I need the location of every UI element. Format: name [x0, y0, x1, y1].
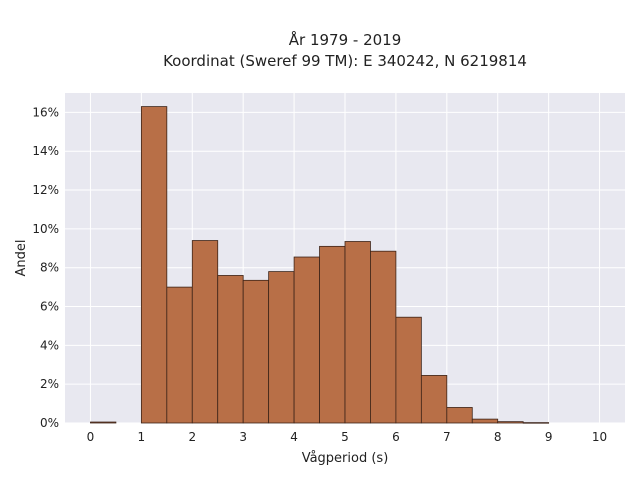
- y-tick-label: 12%: [32, 183, 59, 197]
- histogram-bar: [217, 275, 244, 424]
- y-tick-label: 8%: [40, 261, 59, 275]
- histogram-bar: [319, 245, 346, 424]
- histogram-bar: [242, 279, 270, 424]
- x-tick-label: 3: [239, 430, 247, 444]
- histogram-bar: [268, 271, 295, 424]
- x-tick-label: 6: [392, 430, 400, 444]
- y-tick-label: 4%: [40, 338, 59, 352]
- x-tick-label: 10: [592, 430, 607, 444]
- histogram-bar: [446, 407, 473, 424]
- y-tick-label: 0%: [40, 416, 59, 430]
- x-tick-label: 4: [290, 430, 298, 444]
- histogram-bar: [344, 241, 371, 424]
- histogram-bar: [395, 316, 422, 424]
- x-tick-label: 7: [443, 430, 451, 444]
- histogram-bar: [370, 250, 397, 424]
- histogram-bar: [471, 418, 499, 424]
- histogram-bar: [140, 106, 168, 424]
- histogram-bar: [191, 240, 219, 424]
- y-tick-label: 10%: [32, 222, 59, 236]
- x-tick-label: 0: [87, 430, 95, 444]
- x-tick-label: 5: [341, 430, 349, 444]
- x-axis-label: Vågperiod (s): [302, 451, 389, 466]
- histogram-bar: [420, 375, 448, 424]
- y-axis-label: Andel: [14, 240, 29, 277]
- x-tick-label: 1: [138, 430, 146, 444]
- histogram-bar: [293, 256, 320, 424]
- chart-title: År 1979 - 2019: [289, 30, 402, 49]
- histogram-bar: [522, 422, 550, 424]
- x-tick-label: 9: [545, 430, 553, 444]
- histogram-bar: [497, 421, 524, 424]
- histogram-bars: [90, 106, 550, 424]
- y-tick-label: 2%: [40, 377, 59, 391]
- histogram-bar: [166, 286, 193, 424]
- y-tick-label: 16%: [32, 105, 59, 119]
- y-tick-label: 14%: [32, 144, 59, 158]
- histogram-bar: [90, 421, 117, 424]
- x-tick-label: 2: [188, 430, 196, 444]
- chart-subtitle: Koordinat (Sweref 99 TM): E 340242, N 62…: [163, 52, 527, 70]
- x-tick-label: 8: [494, 430, 502, 444]
- y-tick-label: 6%: [40, 300, 59, 314]
- x-axis-ticks: 0 1 2 3 4 5 6 7 8 9 10: [87, 430, 608, 444]
- y-axis-ticks: 0% 2% 4% 6% 8% 10% 12% 14% 16%: [32, 105, 59, 430]
